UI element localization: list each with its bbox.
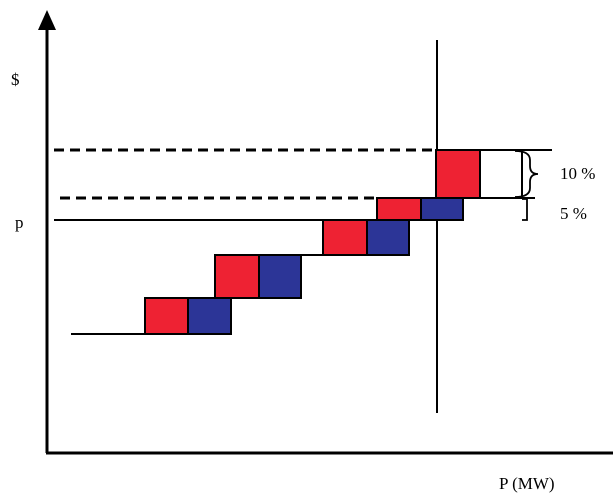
price-label: p xyxy=(15,213,24,232)
y-axis-label: $ xyxy=(11,70,20,89)
band-lower-label: 5 % xyxy=(560,204,587,223)
band-upper-label: 10 % xyxy=(560,164,596,183)
step-3-blue-block xyxy=(366,219,410,256)
brace-10-percent xyxy=(514,150,539,198)
step-4-blue-block xyxy=(420,197,464,221)
x-axis-label: P (MW) xyxy=(499,474,555,493)
step-5-white-block xyxy=(479,149,523,199)
bracket-5-percent xyxy=(522,198,528,221)
step-5-red-block xyxy=(435,149,481,199)
step-2-blue-block xyxy=(258,254,302,299)
step-2-red-block xyxy=(214,254,260,299)
step-1-red-block xyxy=(144,297,189,335)
step-3-red-block xyxy=(322,219,368,256)
step-4-red-block xyxy=(376,197,422,221)
step-1-blue-block xyxy=(187,297,232,335)
y-axis-arrow xyxy=(38,10,56,30)
